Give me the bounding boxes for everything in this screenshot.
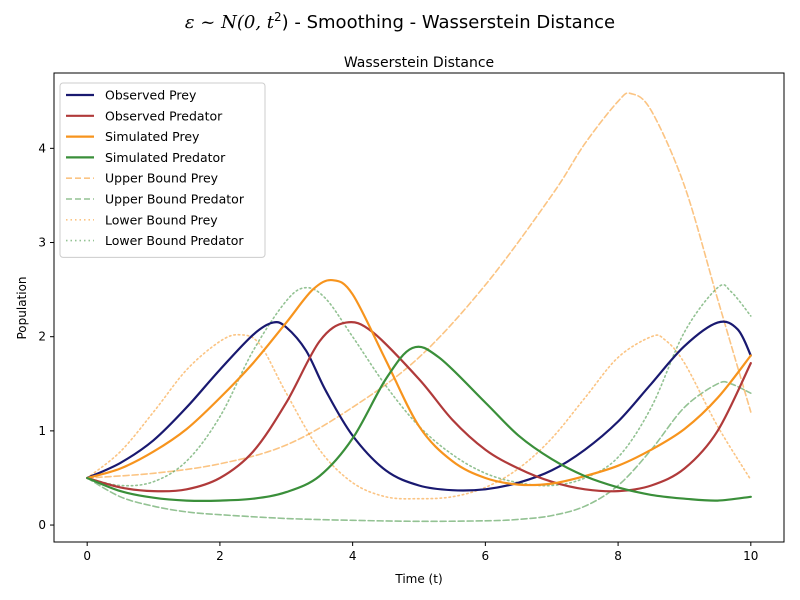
y-axis-ticks: 0 1 2 3 4	[38, 141, 54, 532]
axes-title: Wasserstein Distance	[344, 55, 494, 71]
legend-label: Simulated Predator	[105, 150, 226, 165]
series-line-lower-bound-predator	[86, 283, 752, 487]
x-tick-label: 6	[482, 549, 490, 563]
x-tick-label: 0	[83, 549, 91, 563]
series-line-lower-bound-prey	[86, 333, 752, 500]
legend-label: Lower Bound Predator	[105, 233, 244, 248]
y-tick-label: 2	[38, 330, 46, 344]
legend-box	[59, 82, 266, 258]
y-tick-label: 4	[38, 141, 46, 155]
series-line-upper-bound-predator	[86, 380, 752, 523]
legend-label: Observed Prey	[105, 88, 197, 103]
x-tick-label: 8	[614, 549, 622, 563]
legend-label: Simulated Prey	[105, 129, 200, 144]
series-line-simulated-prey	[86, 278, 752, 487]
legend-label: Observed Predator	[105, 108, 223, 123]
x-tick-label: 2	[216, 549, 224, 563]
axes-frame	[53, 72, 785, 543]
series-line-simulated-predator	[86, 345, 752, 502]
legend-label: Lower Bound Prey	[105, 212, 218, 227]
legend-label: Upper Bound Predator	[105, 192, 245, 207]
figure-suptitle: ε ~ N(0, t2) - Smoothing - Wasserstein D…	[184, 10, 616, 33]
series-line-observed-predator	[86, 320, 752, 493]
series-line-upper-bound-prey	[86, 92, 752, 479]
suptitle-suffix: ) - Smoothing - Wasserstein Distance	[281, 12, 616, 33]
y-axis-label: Population	[15, 276, 29, 339]
y-tick-label: 3	[38, 236, 46, 250]
x-axis-label: Time (t)	[394, 572, 442, 586]
legend: Observed Prey Observed Predator Simulated …	[59, 82, 266, 258]
y-tick-label: 0	[38, 518, 46, 532]
legend-label: Upper Bound Prey	[105, 171, 219, 186]
plot-area	[86, 92, 752, 523]
suptitle-prefix: ε ~ N(0, t	[184, 12, 274, 33]
x-tick-label: 10	[743, 549, 758, 563]
series-line-observed-prey	[86, 320, 752, 492]
x-axis-ticks: 0 2 4 6 8 10	[83, 542, 758, 563]
y-tick-label: 1	[38, 424, 46, 438]
x-tick-label: 4	[349, 549, 357, 563]
